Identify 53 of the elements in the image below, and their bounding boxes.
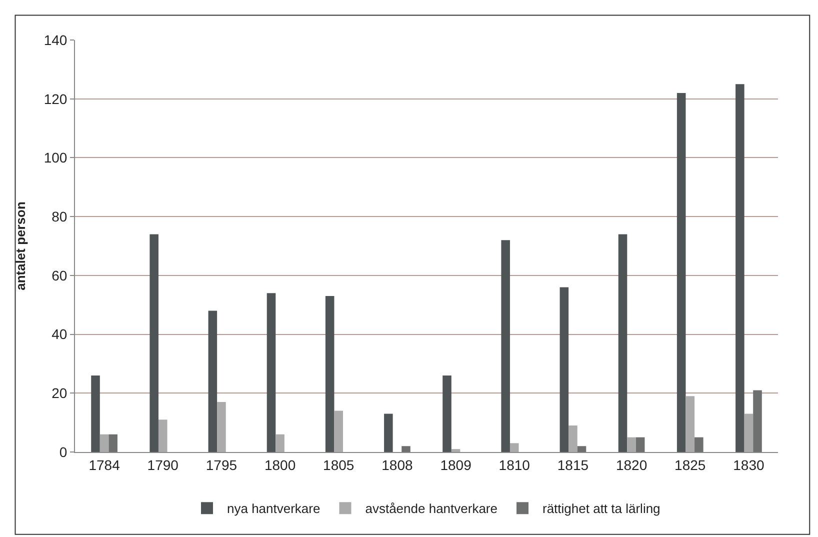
bar — [150, 234, 158, 452]
bar — [560, 287, 569, 452]
bar — [753, 390, 762, 452]
x-tick-label: 1815 — [557, 456, 589, 473]
legend-label: avstående hantverkare — [365, 501, 498, 516]
y-tick-label: 60 — [52, 267, 68, 284]
bar — [442, 375, 452, 452]
bar — [108, 434, 118, 452]
x-tick-label: 1808 — [382, 456, 413, 473]
bar — [208, 310, 218, 452]
y-tick-label: 0 — [59, 444, 68, 460]
bar — [158, 420, 168, 452]
bar — [384, 414, 393, 452]
x-tick-label: 1795 — [206, 456, 238, 473]
x-tick-label: 1800 — [264, 456, 296, 473]
legend-label: rättighet att ta lärling — [542, 501, 660, 516]
bar — [577, 446, 586, 452]
y-tick-label: 100 — [44, 150, 68, 166]
bar — [217, 402, 226, 452]
bar — [686, 396, 695, 452]
bar — [676, 92, 686, 452]
bar — [276, 434, 284, 452]
bar — [510, 443, 519, 452]
x-tick-label: 1810 — [498, 456, 530, 473]
bar — [501, 240, 510, 452]
y-tick-label: 80 — [52, 208, 68, 224]
x-tick-label: 1825 — [674, 456, 706, 473]
bar — [402, 446, 410, 452]
x-tick-label: 1809 — [440, 456, 472, 473]
bar — [266, 293, 276, 452]
bar — [736, 84, 744, 452]
bar — [325, 296, 334, 452]
x-tick-label: 1820 — [616, 456, 648, 473]
bar — [568, 426, 578, 452]
bar — [91, 375, 100, 452]
y-tick-label: 140 — [44, 32, 68, 48]
bar — [694, 437, 704, 452]
bar — [451, 449, 460, 452]
bar — [627, 437, 636, 452]
bar — [618, 234, 628, 452]
bar — [334, 410, 344, 452]
y-tick-label: 40 — [52, 326, 68, 342]
legend-label: nya hantverkare — [227, 501, 320, 516]
y-tick-label: 120 — [44, 90, 68, 107]
y-axis-title: antalet person — [12, 202, 28, 290]
x-tick-label: 1790 — [147, 456, 179, 473]
y-tick-label: 20 — [52, 385, 68, 402]
bar — [100, 434, 109, 452]
bar — [636, 437, 645, 452]
x-tick-label: 1830 — [733, 456, 764, 473]
x-tick-label: 1784 — [88, 456, 120, 473]
x-tick-label: 1805 — [323, 456, 354, 473]
bar — [744, 414, 754, 452]
